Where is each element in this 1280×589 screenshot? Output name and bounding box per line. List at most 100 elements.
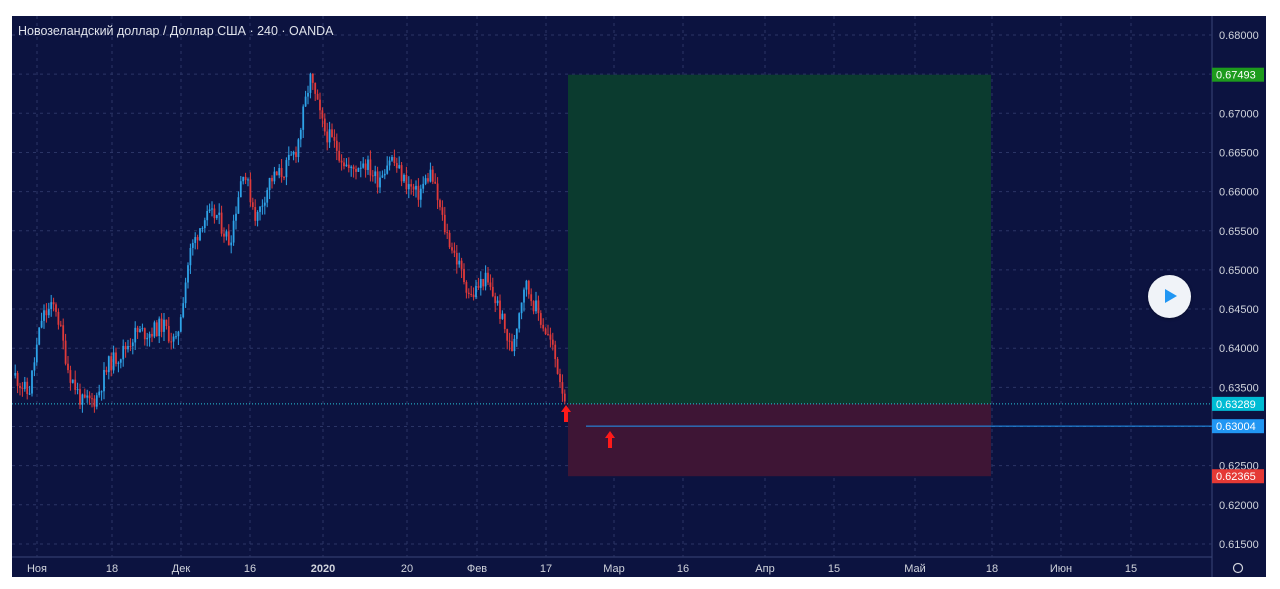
candle-body: [88, 395, 91, 399]
candle-body: [367, 159, 369, 170]
time-tick-label: Фев: [467, 563, 487, 575]
candle-body: [496, 300, 499, 304]
candle-body: [119, 359, 122, 363]
candle-body: [503, 313, 506, 330]
candle-body: [376, 171, 379, 188]
candle-body: [316, 93, 319, 100]
gear-icon[interactable]: [1232, 562, 1244, 574]
candle-body: [285, 160, 288, 178]
buy-arrow-entry[interactable]: [561, 405, 571, 422]
candle-body: [374, 171, 377, 177]
loss-zone[interactable]: [568, 403, 991, 477]
candle-body: [525, 280, 528, 290]
candle-body: [278, 168, 281, 176]
price-marker[interactable]: [1212, 469, 1264, 484]
candle-body: [307, 92, 309, 97]
candle-body: [167, 326, 170, 342]
candle-body: [479, 278, 482, 288]
candle-body: [381, 175, 384, 178]
candle-body: [319, 99, 321, 111]
candle-body: [434, 181, 437, 184]
time-tick-label: 2020: [311, 563, 335, 575]
candle-body: [321, 110, 324, 119]
candle-body: [554, 344, 557, 360]
candle-body: [443, 214, 446, 233]
candle-body: [283, 177, 285, 179]
candle-body: [244, 176, 247, 181]
candle-body: [391, 157, 393, 161]
time-tick-label: 16: [244, 563, 256, 575]
candle-body: [511, 341, 513, 352]
candle-body: [95, 395, 98, 407]
candle-body: [350, 166, 353, 168]
price-marker[interactable]: [1212, 67, 1264, 82]
candle-body: [388, 160, 391, 166]
candle-body: [398, 165, 401, 169]
candle-body: [74, 379, 77, 390]
candle-body: [458, 260, 461, 265]
buy-arrow-level[interactable]: [605, 431, 615, 448]
candle-body: [563, 393, 566, 402]
price-axis[interactable]: [1212, 16, 1266, 577]
candle-body: [203, 220, 206, 229]
time-tick-label: 16: [677, 563, 689, 575]
candle-body: [441, 207, 444, 215]
candle-body: [386, 165, 389, 174]
candle-body: [50, 302, 53, 310]
candle-body: [561, 382, 564, 394]
candle-body: [556, 359, 559, 374]
profit-zone[interactable]: [568, 74, 991, 404]
candle-body: [364, 163, 367, 170]
candle-body: [405, 174, 408, 190]
candle-body: [530, 294, 533, 302]
candle-body: [115, 352, 117, 364]
candle-body: [415, 185, 417, 190]
price-tick-label: 0.64000: [1219, 343, 1259, 355]
price-tick-label: 0.65000: [1219, 265, 1259, 277]
candle-body: [431, 169, 434, 182]
candle-body: [472, 294, 475, 298]
candle-body: [343, 162, 345, 167]
price-marker-label: 0.67493: [1216, 70, 1256, 82]
candle-body: [179, 317, 182, 332]
candle-body: [539, 313, 542, 325]
candle-body: [247, 179, 249, 181]
candle-body: [379, 177, 381, 188]
candle-body: [523, 289, 525, 303]
candle-body: [196, 237, 199, 241]
candle-body: [146, 337, 149, 340]
candle-body: [309, 73, 312, 93]
play-button[interactable]: [1148, 275, 1191, 318]
candle-body: [213, 208, 216, 219]
candle-body: [331, 129, 333, 137]
candle-body: [239, 181, 242, 198]
candle-body: [295, 151, 297, 157]
candle-body: [71, 379, 74, 383]
price-tick-label: 0.61500: [1219, 539, 1259, 551]
candle-body: [407, 184, 410, 190]
candle-body: [347, 164, 350, 168]
candle-body: [484, 272, 487, 287]
candle-body: [547, 334, 549, 336]
candle-body: [189, 247, 192, 266]
candle-body: [494, 296, 497, 304]
time-tick-label: 15: [1125, 563, 1137, 575]
candle-body: [371, 175, 374, 177]
candle-body: [218, 212, 221, 216]
candle-body: [237, 197, 240, 214]
candle-body: [304, 96, 307, 107]
candle-body: [211, 208, 213, 210]
time-tick-label: Ноя: [27, 563, 47, 575]
price-marker[interactable]: [1212, 396, 1264, 411]
candle-body: [52, 302, 55, 305]
price-marker[interactable]: [1212, 419, 1264, 434]
candle-body: [155, 322, 158, 337]
candle-body: [227, 231, 230, 246]
price-tick-label: 0.68000: [1219, 30, 1259, 42]
candle-body: [508, 340, 511, 342]
time-axis[interactable]: [12, 557, 1212, 577]
candle-body: [439, 200, 441, 208]
candle-body: [45, 310, 48, 316]
